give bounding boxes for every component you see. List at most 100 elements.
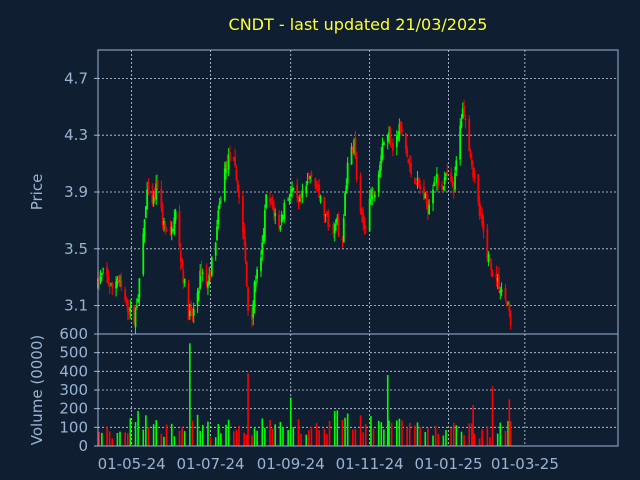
volume-bar xyxy=(142,429,145,446)
volume-axis-label: Volume (0000) xyxy=(28,335,46,445)
candle-body xyxy=(381,143,384,159)
candle-body xyxy=(328,224,331,227)
candle-body xyxy=(117,279,120,282)
candle-body xyxy=(115,281,118,289)
volume-bar xyxy=(352,429,354,446)
volume-bar xyxy=(196,414,199,446)
volume-bar xyxy=(383,429,385,446)
candle-body xyxy=(373,194,376,198)
candle-body xyxy=(244,242,247,261)
candle-body xyxy=(236,180,239,193)
candle-body xyxy=(245,261,248,287)
volume-bar xyxy=(398,418,401,446)
price-axis-label: Price xyxy=(28,174,46,211)
volume-bar xyxy=(445,429,447,446)
candle-body xyxy=(102,268,105,270)
candle-body xyxy=(490,263,493,271)
volume-bar xyxy=(147,426,150,446)
candle-body xyxy=(174,210,177,221)
volume-bar xyxy=(401,420,403,446)
candle-body xyxy=(354,137,357,158)
volume-bar xyxy=(292,427,295,446)
candle-body xyxy=(310,173,313,177)
volume-bars xyxy=(98,343,512,446)
volume-bar xyxy=(235,429,238,446)
volume-tick-label: 500 xyxy=(59,344,88,362)
volume-bar xyxy=(178,430,181,446)
volume-bar xyxy=(173,436,176,446)
volume-bar xyxy=(134,422,137,446)
volume-tick-label: 0 xyxy=(78,437,88,455)
candle-body xyxy=(182,270,185,284)
candle-body xyxy=(417,177,420,185)
candle-body xyxy=(128,310,130,315)
volume-bar xyxy=(160,433,163,446)
candle-body xyxy=(318,184,321,198)
candle-body xyxy=(137,298,139,303)
volume-bar xyxy=(209,436,212,446)
candle-body xyxy=(144,206,147,218)
candle-body xyxy=(468,119,471,151)
candle-body xyxy=(434,180,437,183)
candle-body xyxy=(415,182,418,185)
candle-body xyxy=(346,162,349,184)
candle-body xyxy=(508,304,511,312)
candle-body xyxy=(216,226,218,241)
volume-bar xyxy=(124,432,126,446)
candle-body xyxy=(269,198,271,203)
price-panel: 3.1 3.5 3.9 4.3 4.7 Price xyxy=(28,49,619,335)
candle-body xyxy=(178,211,181,247)
x-tick-label: 01-01-25 xyxy=(415,455,483,473)
candle-body xyxy=(232,157,235,161)
candle-body xyxy=(499,290,502,294)
volume-bar xyxy=(308,430,310,446)
volume-bar xyxy=(377,420,380,446)
candle-body xyxy=(408,162,411,167)
volume-bar xyxy=(486,426,489,446)
candle-body xyxy=(155,183,158,200)
volume-bar xyxy=(450,428,452,446)
candle-body xyxy=(254,281,257,287)
candle-body xyxy=(333,224,336,234)
candle-body xyxy=(307,177,310,179)
volume-bar xyxy=(129,418,132,446)
candle-body xyxy=(273,205,275,215)
candle-body xyxy=(509,313,512,326)
volume-bar xyxy=(261,418,264,446)
candle-body xyxy=(389,128,392,146)
volume-bar xyxy=(274,424,277,446)
volume-bar xyxy=(424,431,427,446)
candle-body xyxy=(433,181,436,186)
volume-bar xyxy=(247,373,249,446)
candle-body xyxy=(297,197,300,203)
volume-tick-label: 600 xyxy=(59,325,88,343)
x-tick-label: 01-05-24 xyxy=(98,455,166,473)
volume-bar xyxy=(341,420,344,446)
volume-bar xyxy=(170,423,173,446)
candle-body xyxy=(214,242,217,256)
candle-body xyxy=(274,213,277,217)
volume-bar xyxy=(116,433,119,446)
volume-bar xyxy=(145,415,147,446)
candle-body xyxy=(120,280,123,288)
candle-body xyxy=(454,172,456,190)
candle-body xyxy=(210,257,213,276)
volume-bar xyxy=(471,423,473,446)
volume-bar xyxy=(414,425,416,446)
candle-body xyxy=(404,133,407,149)
candle-body xyxy=(486,228,489,259)
volume-bar xyxy=(481,429,483,446)
candle-body xyxy=(370,195,372,197)
candle-body xyxy=(380,155,383,164)
candle-body xyxy=(238,191,240,198)
candle-body xyxy=(172,229,174,231)
candle-body xyxy=(170,226,173,235)
candle-body xyxy=(282,215,284,218)
volume-bar xyxy=(359,415,362,446)
volume-bar xyxy=(491,386,494,446)
x-tick-label: 01-11-24 xyxy=(336,455,404,473)
candle-body xyxy=(99,276,102,283)
volume-gridlines xyxy=(98,334,618,446)
candle-body xyxy=(218,202,221,209)
